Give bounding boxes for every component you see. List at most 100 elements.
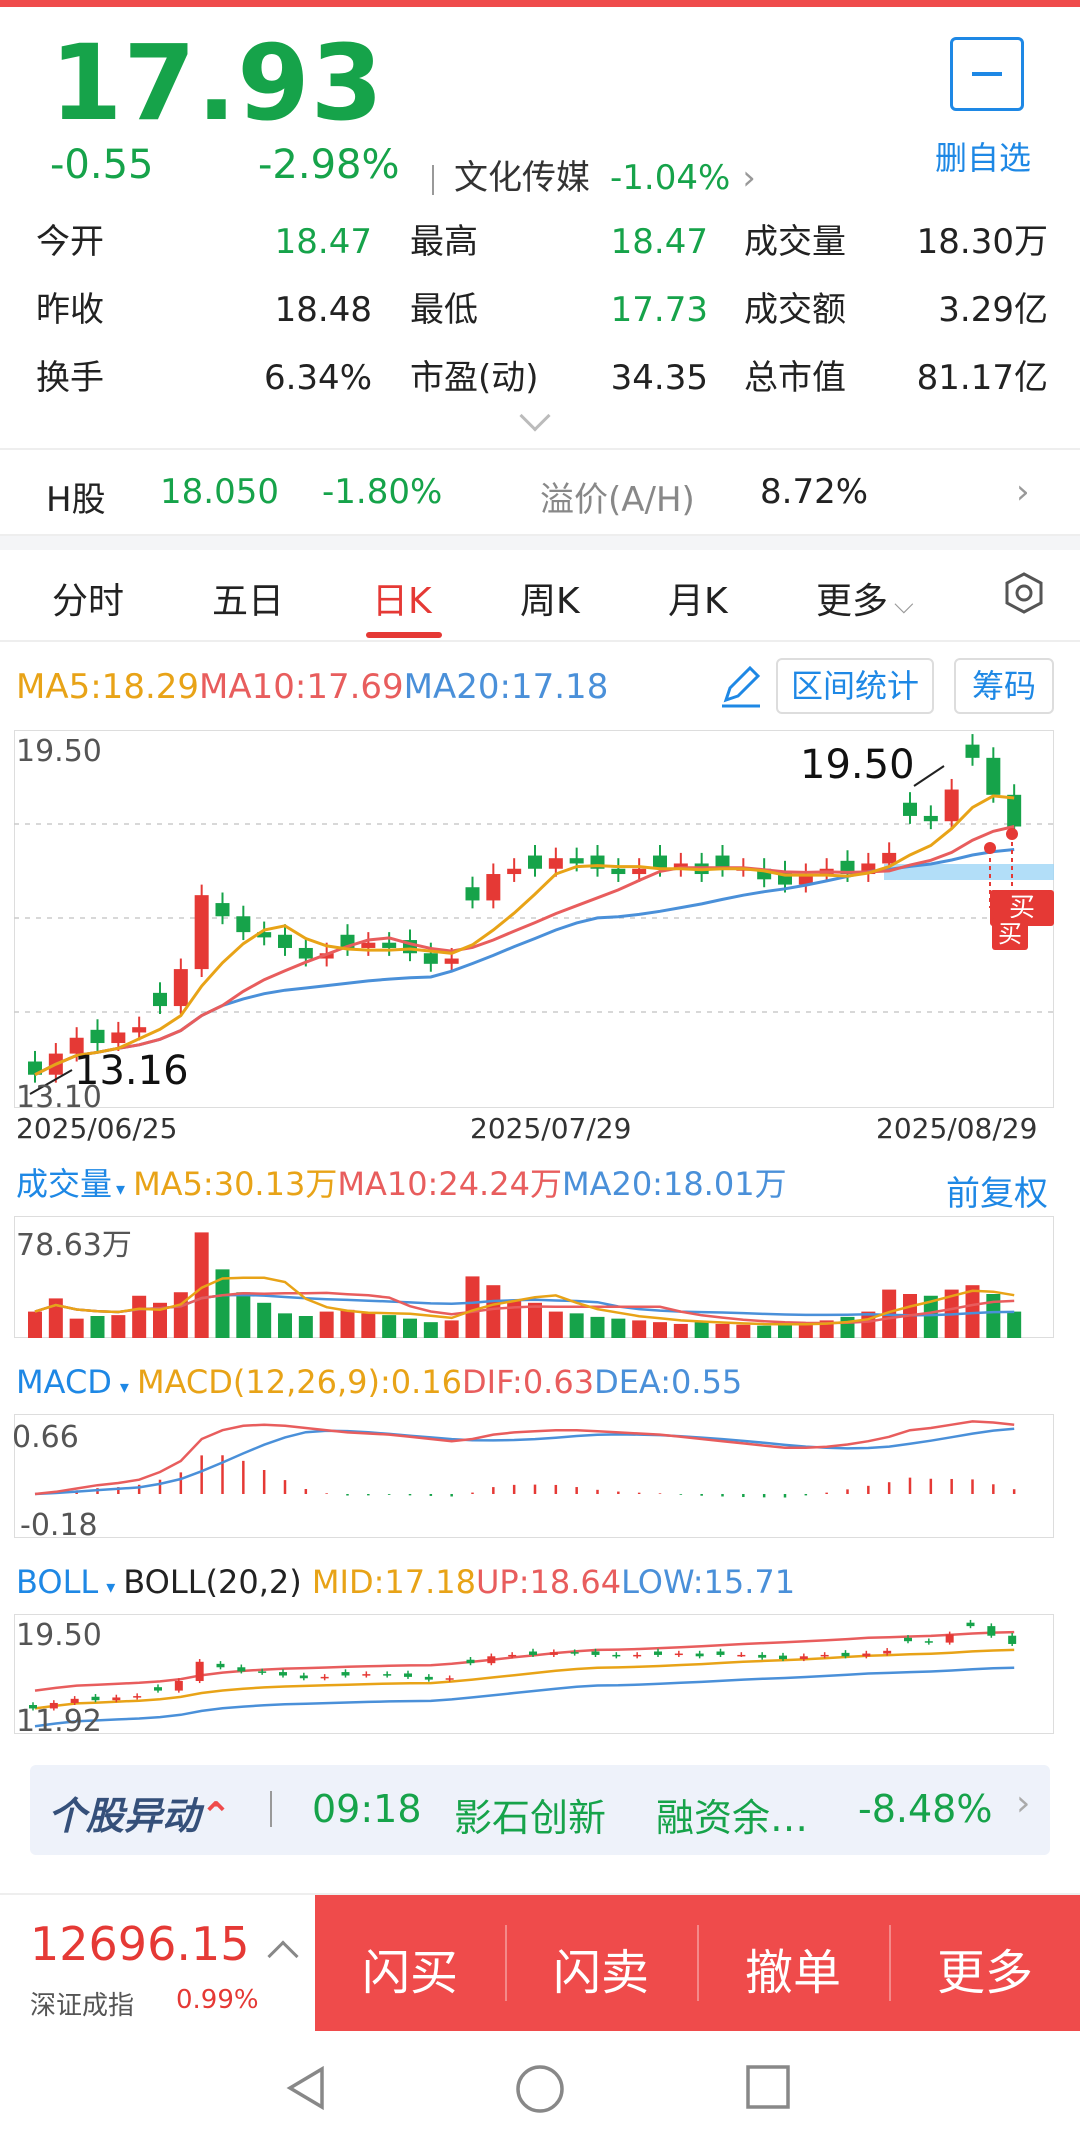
alert-tag: 个股异动⌃: [48, 1785, 232, 1840]
volume-bar: [590, 1316, 605, 1338]
boll-candle-body: [320, 1676, 329, 1679]
pencil-icon[interactable]: [716, 662, 766, 712]
volume-bar: [507, 1301, 522, 1338]
candle-body: [757, 868, 772, 880]
boll-candle-body: [549, 1652, 558, 1655]
volume-bar: [48, 1298, 63, 1338]
adjust-mode-button[interactable]: 前复权: [946, 1174, 1048, 1214]
tab-weekly-k[interactable]: 周K: [520, 581, 580, 622]
volume-bar: [778, 1324, 792, 1338]
boll-chart[interactable]: [14, 1614, 1054, 1734]
boll-low: LOW:15.71: [621, 1563, 796, 1601]
system-nav-bar: [0, 2033, 1080, 2141]
tab-five-day[interactable]: 五日: [212, 581, 285, 622]
candle-body: [486, 874, 501, 901]
candle-body: [965, 744, 980, 758]
buy-signal-tag[interactable]: 买: [992, 918, 1028, 950]
volume-bar: [548, 1311, 563, 1338]
index-name: 深证成指: [30, 1991, 135, 2021]
volume-bar: [319, 1311, 334, 1338]
tab-more[interactable]: 更多 ⌵: [816, 572, 914, 624]
date-label: 2025/07/29: [470, 1112, 632, 1145]
h-share-pct: -1.80%: [322, 472, 443, 512]
boll-candle-body: [654, 1651, 662, 1655]
volume-bar: [215, 1269, 230, 1338]
ma20-value: MA20:17.18: [403, 667, 609, 707]
boll-candle-body: [820, 1654, 829, 1657]
boll-candle-body: [904, 1637, 912, 1642]
candle-body: [69, 1037, 84, 1054]
chevron-right-icon: ›: [1016, 1783, 1031, 1824]
volume-chart[interactable]: [14, 1216, 1054, 1338]
kline-chart[interactable]: [14, 730, 1054, 1108]
boll-candle-body: [612, 1654, 621, 1657]
kline-y-bottom: 13.10: [16, 1080, 102, 1115]
candle-body: [923, 815, 938, 822]
range-stats-button[interactable]: 区间统计: [776, 658, 934, 714]
macd-selector[interactable]: MACD ▾: [16, 1363, 137, 1401]
stat-value: 6.34%: [263, 358, 372, 398]
tab-intraday[interactable]: 分时: [52, 581, 125, 622]
boll-candle-body: [237, 1667, 246, 1672]
boll-candle-body: [841, 1652, 850, 1657]
boll-params: BOLL(20,2): [123, 1563, 302, 1601]
low-marker-label: 13.16: [74, 1048, 189, 1094]
volume-bar: [153, 1302, 167, 1338]
boll-candle-body: [737, 1654, 746, 1657]
flash-buy-button[interactable]: 闪买: [361, 1945, 458, 2001]
stat-label: 市盈(动): [410, 358, 539, 398]
volume-bar: [528, 1302, 542, 1338]
volume-bar: [757, 1325, 772, 1338]
tab-daily-k[interactable]: 日K: [372, 581, 432, 622]
remove-favorite-button[interactable]: [950, 37, 1024, 111]
chevron-down-icon: ⌵: [894, 590, 914, 620]
date-label: 2025/08/29: [876, 1112, 1038, 1145]
tab-monthly-k[interactable]: 月K: [668, 581, 728, 622]
flash-sell-button[interactable]: 闪卖: [552, 1945, 649, 2001]
chevron-up-icon[interactable]: [267, 1940, 299, 1972]
volume-selector[interactable]: 成交量 ▾: [16, 1165, 133, 1203]
alert-pct: -8.48%: [858, 1787, 993, 1831]
divider: [270, 1791, 272, 1827]
back-icon[interactable]: [282, 2063, 332, 2113]
ma10-value: MA10:17.69: [199, 667, 404, 707]
stat-value: 34.35: [610, 358, 708, 398]
volume-bar: [965, 1285, 980, 1338]
volume-bar: [403, 1318, 417, 1338]
h-share-row[interactable]: H股 18.050 -1.80% 溢价(A/H) 8.72% ›: [0, 448, 1080, 536]
boll-candle-body: [404, 1673, 412, 1677]
boll-candle-body: [883, 1650, 892, 1654]
volume-bar: [236, 1292, 251, 1338]
settings-icon[interactable]: [1003, 572, 1045, 614]
trade-actions: 闪买 闪卖 撤单 更多: [315, 1895, 1080, 2031]
remove-favorite-label[interactable]: 删自选: [935, 139, 1032, 177]
h-share-price: 18.050: [160, 472, 279, 512]
boll-candle-body: [466, 1659, 475, 1664]
boll-selector[interactable]: BOLL ▾: [16, 1563, 123, 1601]
sector-link[interactable]: 文化传媒 -1.04% ›: [432, 150, 756, 199]
boll-candle-body: [695, 1653, 704, 1657]
candle-body: [132, 1027, 147, 1033]
boll-candle-body: [758, 1654, 767, 1658]
chips-button[interactable]: 筹码: [954, 658, 1054, 714]
home-icon[interactable]: [514, 2063, 566, 2115]
macd-chart[interactable]: [14, 1414, 1054, 1538]
boll-candle-body: [674, 1653, 683, 1656]
candle-body: [236, 916, 251, 933]
cancel-order-button[interactable]: 撤单: [744, 1945, 841, 2001]
vol-ma10: MA10:24.24万: [337, 1165, 562, 1203]
volume-bar: [361, 1313, 376, 1338]
stock-alert-bar[interactable]: 个股异动⌃ 09:18 影石创新 融资余… -8.48% ›: [30, 1765, 1050, 1855]
macd-params: MACD(12,26,9):0.16: [136, 1363, 463, 1401]
recents-icon[interactable]: [744, 2063, 792, 2111]
chevron-right-icon: ›: [1016, 472, 1030, 512]
stat-label: 总市值: [744, 358, 846, 398]
volume-bar: [798, 1322, 813, 1338]
boll-candle-body: [49, 1702, 58, 1709]
more-actions-button[interactable]: 更多: [936, 1945, 1033, 2001]
volume-bar: [673, 1323, 688, 1338]
dropdown-icon: ▾: [116, 1179, 126, 1200]
candle-body: [507, 868, 522, 875]
volume-bar: [382, 1315, 397, 1338]
dropdown-icon: ▾: [119, 1377, 129, 1398]
